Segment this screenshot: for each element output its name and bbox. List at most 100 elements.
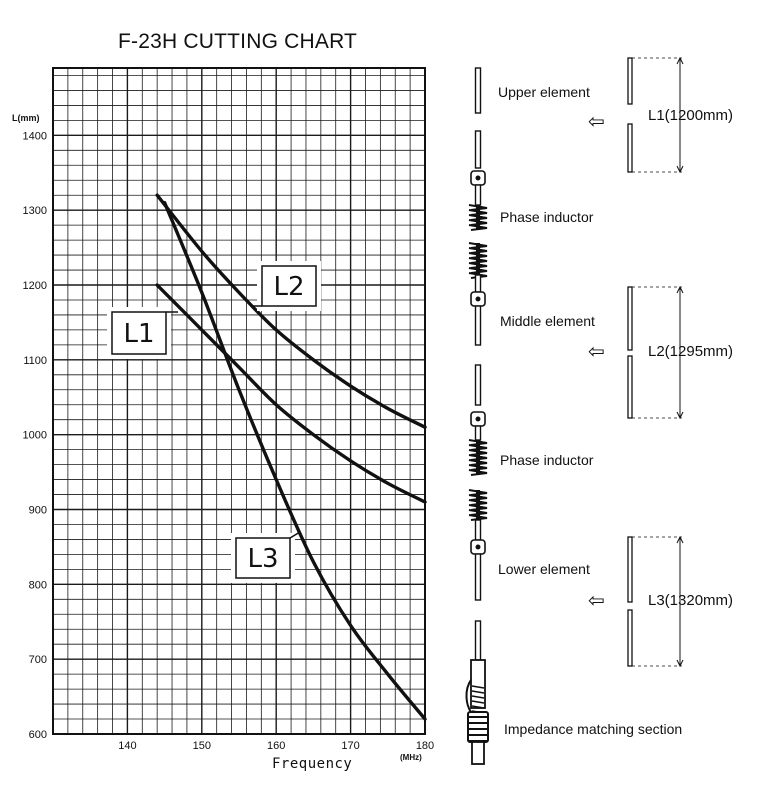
x-tick-label: 150 (193, 740, 211, 752)
y-tick-label: 800 (29, 579, 47, 591)
phase-inductor-1a-winding (468, 209, 488, 216)
length-bar-l3-lower (627, 609, 633, 667)
y-tick-label: 600 (29, 729, 47, 741)
length-bar-l2-dim-arrow-top (676, 285, 684, 294)
phase-inductor-1b-winding (468, 247, 488, 254)
phase-inductor-2a-winding (468, 444, 488, 451)
matching-section-winding (471, 700, 485, 704)
connector-middle-top-pin (475, 296, 481, 302)
phase-inductor-2a-winding (468, 464, 488, 471)
matching-section-winding (471, 685, 485, 689)
matching-section-cable (465, 679, 472, 713)
phase-inductor-2b-winding (468, 509, 488, 516)
series-callouts: L1 L2 L3 (107, 261, 321, 583)
part-label-impedance-matching: Impedance matching section (504, 721, 683, 737)
phase-inductor-1a-winding (468, 224, 488, 231)
upper-element-rod-top (474, 67, 482, 114)
chart-grid (52, 67, 426, 735)
chart-title: F-23H CUTTING CHART (118, 30, 358, 53)
connector-stub (474, 184, 482, 206)
middle-element-rod-bottom (474, 364, 482, 406)
part-label-phase-inductor-2: Phase inductor (500, 452, 594, 468)
callout-l1-label: L1 (123, 319, 154, 349)
middle-element-rod-top (474, 305, 482, 346)
phase-inductor-1a-winding (468, 204, 488, 211)
part-label-middle-element: Middle element (500, 313, 595, 329)
matching-section-winding (471, 705, 485, 709)
phase-inductor-1a-winding (468, 214, 488, 221)
lower-element-rod-bottom (474, 620, 482, 661)
plot-frame (52, 67, 426, 735)
connector-stub (474, 425, 482, 441)
callout-l1-box (111, 311, 167, 355)
length-label-l1: L1(1200mm) (648, 107, 734, 124)
length-bar-l1-upper (627, 57, 633, 105)
feed-connector-tail (471, 741, 485, 765)
left-arrow-icon: ⇦ (588, 111, 605, 133)
callout-l2-box (261, 265, 317, 307)
connector-upper-pin (475, 175, 481, 181)
connector-stub (474, 274, 482, 293)
y-tick-label: 1400 (23, 130, 47, 142)
callout-l3-label: L3 (247, 544, 278, 574)
phase-inductor-2b-winding (468, 499, 488, 506)
x-axis-unit: (MHz) (400, 753, 422, 762)
length-bar-l1-lower (627, 123, 633, 173)
series-line-l1 (155, 283, 427, 504)
chart-curves (155, 193, 427, 721)
x-axis-label: Frequency (272, 756, 353, 772)
series-line-l3 (162, 200, 427, 721)
connector-stub (474, 519, 482, 541)
callout-l2-label: L2 (273, 272, 304, 302)
phase-inductor-2a-winding (468, 439, 488, 446)
left-arrow-icon: ⇦ (588, 590, 605, 612)
phase-inductor-2b-winding (468, 489, 488, 496)
phase-inductor-2a-winding (468, 469, 488, 476)
phase-inductor-1b-winding (468, 262, 488, 269)
y-tick-label: 1200 (23, 280, 47, 292)
phase-inductor-1a-winding (468, 219, 488, 226)
part-label-phase-inductor-1: Phase inductor (500, 209, 594, 225)
axis-ticks: 600 700 800 900 1000 1100 1200 1300 1400 140 150 16… (23, 130, 435, 752)
series-line-l2 (155, 193, 427, 429)
x-tick-label: 140 (118, 740, 136, 752)
phase-inductor-2b-winding (468, 514, 488, 521)
antenna-diagram (465, 56, 684, 765)
y-axis-label: L(mm) (12, 113, 40, 123)
length-bar-l1-dim-arrow-top (676, 56, 684, 65)
length-bar-l1-dim-arrow-bottom (676, 165, 684, 174)
phase-inductor-1b-winding (468, 257, 488, 264)
matching-section-winding (471, 695, 485, 699)
length-bar-l2-dim-arrow-bottom (676, 411, 684, 420)
phase-inductor-1b-winding (468, 242, 488, 249)
x-tick-label: 170 (341, 740, 359, 752)
connector-middle-bottom-pin (475, 416, 481, 422)
y-tick-label: 1000 (23, 430, 47, 442)
callout-l3-box (235, 537, 291, 579)
x-tick-label: 160 (267, 740, 285, 752)
phase-inductor-2a-winding (468, 454, 488, 461)
part-label-lower-element: Lower element (498, 561, 590, 577)
phase-inductor-1b-winding (468, 252, 488, 259)
left-arrow-icon: ⇦ (588, 341, 605, 363)
y-tick-label: 900 (29, 505, 47, 517)
matching-section-winding (471, 690, 485, 694)
length-label-l3: L3(1320mm) (648, 592, 734, 609)
upper-element-rod-bottom (474, 130, 482, 169)
length-bar-l3-dim-arrow-top (676, 535, 684, 544)
length-bar-l3-upper (627, 536, 633, 603)
length-bar-l2-upper (627, 286, 633, 351)
phase-inductor-2a-winding (468, 449, 488, 456)
length-bar-l3-dim-arrow-bottom (676, 659, 684, 668)
phase-inductor-2a-winding (468, 459, 488, 466)
callout-l3-leader (289, 531, 301, 539)
y-tick-label: 700 (29, 654, 47, 666)
length-label-l2: L2(1295mm) (648, 343, 734, 360)
connector-lower-pin (475, 544, 481, 550)
length-bar-l2-lower (627, 355, 633, 419)
y-tick-label: 1300 (23, 205, 47, 217)
y-tick-label: 1100 (23, 355, 47, 367)
lower-element-rod-top (474, 553, 482, 601)
phase-inductor-2b-winding (468, 494, 488, 501)
